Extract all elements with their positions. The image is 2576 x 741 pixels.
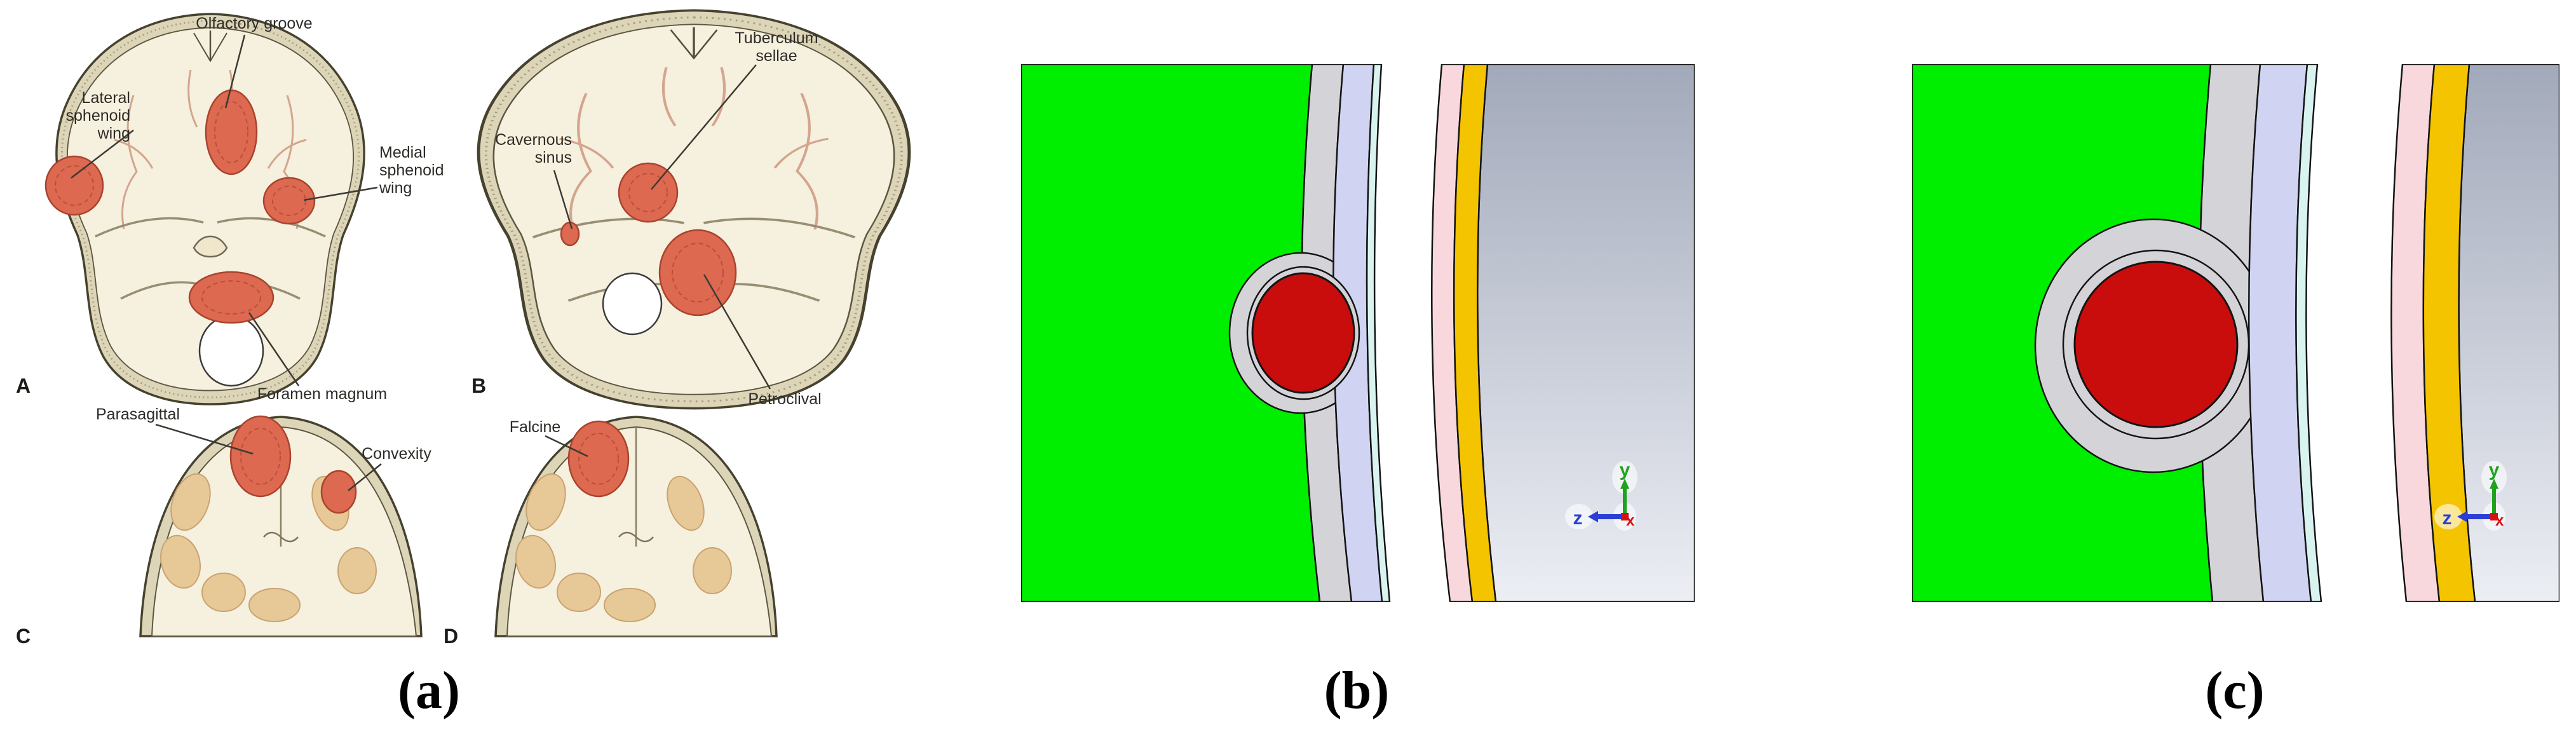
subpanel-letter-D: D	[444, 625, 458, 648]
subpanel-D-coronal-brain	[494, 416, 778, 637]
label-petroclival: Petroclival	[748, 390, 821, 408]
label-medial-sphenoid-3: wing	[379, 179, 412, 197]
subpanel-letter-A: A	[16, 374, 31, 397]
leader-lines	[71, 34, 771, 491]
subpanel-letter-B: B	[471, 374, 486, 397]
z-axis-label: z	[1573, 508, 1583, 529]
caption-c: (c)	[2205, 661, 2265, 720]
label-parasagittal: Parasagittal	[96, 405, 180, 423]
subpanel-B-axial-skull	[478, 10, 909, 408]
panel-b: y z x	[1020, 63, 1696, 603]
panel-c-model: y z x	[1911, 63, 2561, 603]
axis-triad-icon: y z x	[2434, 459, 2507, 531]
outer-gradient-region	[2458, 63, 2561, 603]
annotations: Olfactory groove Lateral sphenoid wing M…	[16, 15, 822, 648]
cavernous-sinus-tumor	[560, 221, 580, 247]
red-inclusion	[2073, 261, 2239, 428]
subpanel-letter-C: C	[16, 625, 31, 648]
panel-a: Olfactory groove Lateral sphenoid wing M…	[0, 0, 966, 648]
y-axis-label: y	[2489, 459, 2500, 480]
label-medial-sphenoid-1: Medial	[379, 144, 426, 161]
label-lateral-sphenoid-1: Lateral	[82, 89, 130, 107]
foramen-magnum-opening-b	[602, 272, 663, 336]
y-axis-label: y	[1620, 459, 1630, 480]
panel-a-illustration: Olfactory groove Lateral sphenoid wing M…	[16, 0, 966, 648]
x-axis-label: x	[1626, 512, 1635, 529]
caption-b: (b)	[1324, 661, 1390, 720]
label-convexity: Convexity	[362, 445, 431, 463]
label-lateral-sphenoid-3: wing	[97, 125, 130, 142]
x-axis-origin	[2490, 513, 2498, 520]
label-lateral-sphenoid-2: sphenoid	[66, 107, 130, 125]
axis-triad-icon: y z x	[1565, 459, 1637, 531]
label-falcine: Falcine	[510, 418, 561, 436]
label-tuberculum-sellae-2: sellae	[756, 47, 797, 65]
medial-sphenoid-tumor	[262, 177, 316, 225]
foramen-magnum-opening	[198, 315, 264, 387]
subpanel-C-coronal-brain	[139, 415, 423, 637]
label-foramen-magnum: Foramen magnum	[257, 385, 387, 403]
convexity-tumor	[320, 470, 357, 514]
foramen-magnum-tumor	[188, 271, 275, 324]
panel-b-model: y z x	[1020, 63, 1696, 603]
lateral-sphenoid-tumor	[44, 155, 104, 216]
label-cavernous-sinus-1: Cavernous	[495, 131, 572, 149]
x-axis-label: x	[2495, 512, 2504, 529]
z-axis-label: z	[2443, 508, 2452, 529]
label-medial-sphenoid-2: sphenoid	[379, 161, 444, 179]
tuberculum-sellae-tumor	[618, 162, 679, 223]
falcine-tumor	[567, 420, 630, 498]
parasagittal-tumor	[229, 415, 292, 498]
olfactory-groove-tumor	[205, 89, 258, 175]
red-inclusion	[1251, 272, 1355, 394]
x-axis-origin	[1621, 513, 1629, 520]
subpanel-A-axial-skull	[44, 13, 365, 405]
petroclival-tumor	[658, 229, 737, 316]
label-tuberculum-sellae-1: Tuberculum	[735, 29, 818, 47]
label-olfactory-groove: Olfactory groove	[196, 15, 312, 32]
caption-a: (a)	[398, 661, 460, 720]
panel-c: y z x	[1911, 63, 2561, 603]
label-cavernous-sinus-2: sinus	[535, 149, 572, 167]
